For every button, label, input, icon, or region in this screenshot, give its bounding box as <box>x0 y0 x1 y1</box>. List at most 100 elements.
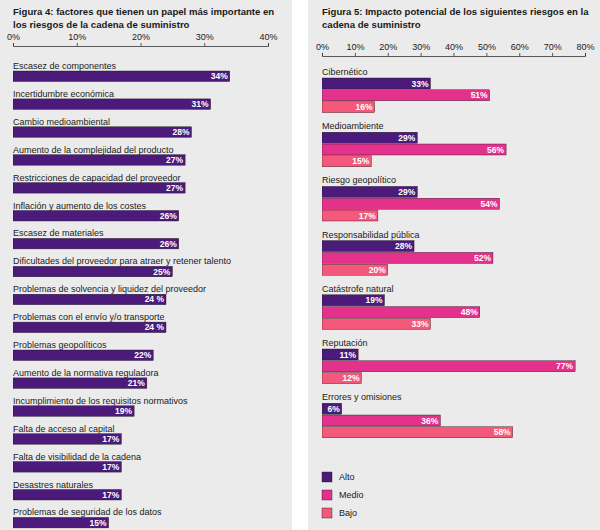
category-label: Errores y omisiones <box>322 392 402 402</box>
tick-mark <box>77 43 78 46</box>
data-label: 15% <box>90 518 107 528</box>
tick: 40% <box>259 32 277 46</box>
tick-mark <box>585 53 586 56</box>
title-line: Figura 4: factores que tienen un papel m… <box>13 6 274 17</box>
category-label: Problemas de solvencia y liquidez del pr… <box>13 284 206 294</box>
data-label: 77% <box>556 361 573 371</box>
category-label: Problemas de seguridad de los datos <box>13 507 162 517</box>
bar <box>322 198 500 209</box>
category-label: Reputación <box>322 338 368 348</box>
data-label: 12% <box>342 373 359 383</box>
tick-mark <box>454 53 455 56</box>
tick: 40% <box>445 42 463 56</box>
category-label: Falta de visibilidad de la cadena <box>13 452 141 462</box>
tick-label: 60% <box>511 42 529 52</box>
tick-mark <box>204 43 205 46</box>
category-label: Responsabilidad pública <box>322 230 420 240</box>
legend-label: Medio <box>339 490 364 500</box>
tick-label: 10% <box>346 42 364 52</box>
data-label: 17% <box>102 434 119 444</box>
data-label: 20% <box>369 265 386 275</box>
tick: 0% <box>316 42 329 56</box>
bar <box>322 264 388 275</box>
tick: 20% <box>379 42 397 56</box>
bar <box>13 434 121 445</box>
bar <box>13 127 192 138</box>
category-label: Cibernético <box>322 67 368 77</box>
bar <box>322 132 417 143</box>
bar <box>322 415 440 426</box>
bar <box>13 238 179 249</box>
bar <box>13 517 109 528</box>
data-label: 28% <box>395 241 412 251</box>
category-label: Aumento de la complejidad del producto <box>13 145 174 155</box>
legend: AltoMedioBajo <box>322 472 364 518</box>
legend-swatch <box>322 490 332 500</box>
category-label: Aumento de la normativa reguladora <box>13 368 159 378</box>
panel-background <box>308 0 600 530</box>
x-axis: 0%10%20%30%40% <box>7 32 278 47</box>
data-label: 22% <box>134 350 151 360</box>
tick-mark <box>388 53 389 56</box>
bar <box>322 78 430 89</box>
tick: 50% <box>478 42 496 56</box>
data-label: 17% <box>359 211 376 221</box>
tick-mark <box>141 43 142 46</box>
tick-mark <box>421 53 422 56</box>
category-label: Escasez de componentes <box>13 61 117 71</box>
tick-label: 40% <box>259 32 277 42</box>
tick-label: 40% <box>445 42 463 52</box>
data-label: 54% <box>481 199 498 209</box>
bars <box>322 78 575 438</box>
bars <box>13 71 230 528</box>
bar <box>13 322 166 333</box>
category-label: Cambio medioambiental <box>13 117 110 127</box>
data-label: 17% <box>102 490 119 500</box>
data-label: 28% <box>172 127 189 137</box>
data-label: 25% <box>153 267 170 277</box>
bar <box>322 373 361 384</box>
bar <box>322 403 342 414</box>
tick: 20% <box>132 32 150 46</box>
data-label: 29% <box>398 133 415 143</box>
bar <box>322 90 490 101</box>
tick-label: 70% <box>544 42 562 52</box>
data-label: 17% <box>102 462 119 472</box>
tick-label: 20% <box>132 32 150 42</box>
category-label: Catástrofe natural <box>322 284 394 294</box>
bar <box>322 318 430 329</box>
tick-label: 50% <box>478 42 496 52</box>
data-label: 27% <box>166 155 183 165</box>
category-label: Problemas con el envío y/o transporte <box>13 312 165 322</box>
bar <box>322 307 480 318</box>
data-labels: 33%29%29%28%19%11%6%51%56%54%52%48%77%36… <box>327 79 573 438</box>
bar <box>13 99 211 110</box>
category-label: Dificultades del proveedor para atraer y… <box>13 256 231 266</box>
data-label: 51% <box>471 90 488 100</box>
tick-mark <box>268 43 269 46</box>
data-label: 26% <box>160 211 177 221</box>
axis-line <box>14 43 269 47</box>
title-line: Figura 5: Impacto potencial de los sigui… <box>322 6 589 17</box>
category-label: Desastres naturales <box>13 480 94 490</box>
tick-mark <box>355 53 356 56</box>
bar <box>13 378 147 389</box>
data-label: 36% <box>421 416 438 426</box>
chart-title: Figura 4: factores que tienen un papel m… <box>13 6 274 30</box>
chart-title: Figura 5: Impacto potencial de los sigui… <box>322 6 589 30</box>
data-label: 19% <box>365 295 382 305</box>
legend-swatch <box>322 472 332 482</box>
bar <box>322 186 417 197</box>
data-label: 52% <box>474 253 491 263</box>
tick-mark <box>486 53 487 56</box>
category-label: Inflación y aumento de los costes <box>13 201 147 211</box>
data-label: 33% <box>411 79 428 89</box>
bar <box>13 211 179 222</box>
tick-mark <box>519 53 520 56</box>
category-label: Falta de acceso al capital <box>13 424 115 434</box>
category-label: Incumplimiento de los requisitos normati… <box>13 396 188 406</box>
bar <box>322 361 575 372</box>
legend-label: Alto <box>339 472 355 482</box>
data-label: 15% <box>352 156 369 166</box>
tick-label: 0% <box>7 32 20 42</box>
